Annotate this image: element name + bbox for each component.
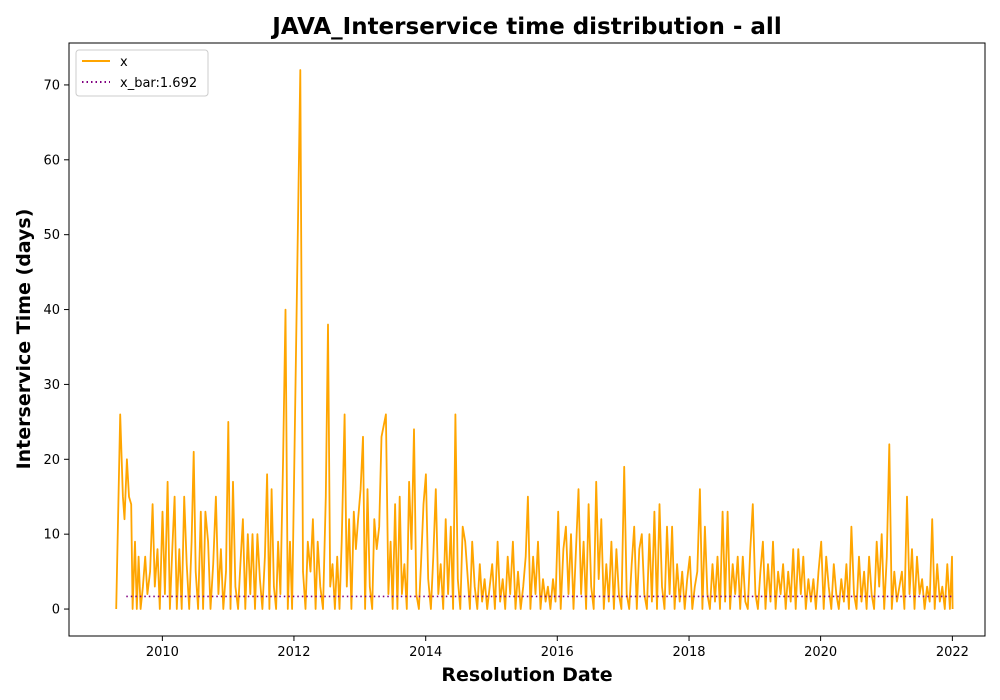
x-tick-label: 2010	[146, 645, 179, 660]
series-layer	[115, 69, 954, 610]
x-axis: 2010 2012 2014 2016 2018 2020 2022	[146, 636, 969, 660]
y-tick-label: 10	[43, 528, 60, 543]
x-tick-label: 2014	[409, 645, 442, 660]
legend: x x_bar:1.692	[75, 49, 209, 97]
y-tick-label: 30	[43, 378, 60, 393]
y-tick-label: 40	[43, 303, 60, 318]
y-axis-label: Interservice Time (days)	[13, 209, 35, 470]
legend-label-x-bar: x_bar:1.692	[120, 76, 197, 91]
y-tick-label: 50	[43, 228, 60, 243]
x-tick-label: 2022	[936, 645, 969, 660]
y-tick-label: 0	[52, 603, 60, 618]
y-tick-label: 20	[43, 453, 60, 468]
y-axis: 0 10 20 30 40 50 60 70	[43, 78, 69, 618]
x-tick-label: 2020	[804, 645, 837, 660]
x-tick-label: 2012	[277, 645, 310, 660]
plot-frame	[68, 42, 986, 637]
y-tick-label: 70	[43, 78, 60, 93]
y-tick-label: 60	[43, 153, 60, 168]
series-line-x	[115, 69, 954, 610]
x-tick-label: 2016	[541, 645, 574, 660]
x-tick-label: 2018	[672, 645, 705, 660]
legend-label-x: x	[120, 55, 128, 70]
x-axis-label: Resolution Date	[441, 664, 612, 686]
chart-title: JAVA_Interservice time distribution - al…	[270, 14, 781, 40]
